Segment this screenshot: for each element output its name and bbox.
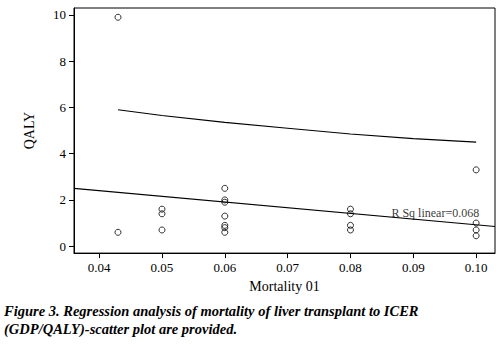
svg-text:0.04: 0.04 <box>88 260 111 275</box>
html-text:Figure 3. Regression analysis: Figure 3. Regression analysis of mortali… <box>4 303 419 337</box>
svg-text:0.09: 0.09 <box>402 260 425 275</box>
svg-text:0.05: 0.05 <box>151 260 174 275</box>
svg-text:R Sq linear=0.068: R Sq linear=0.068 <box>391 206 479 220</box>
svg-text:QALY: QALY <box>22 112 37 149</box>
svg-text:0.06: 0.06 <box>213 260 236 275</box>
svg-text:2: 2 <box>60 192 67 207</box>
svg-text:4: 4 <box>60 146 67 161</box>
svg-text:10: 10 <box>53 7 66 22</box>
svg-text:0.08: 0.08 <box>339 260 362 275</box>
svg-text:Mortality 01: Mortality 01 <box>249 279 319 294</box>
svg-text:0.07: 0.07 <box>276 260 299 275</box>
svg-text:0.10: 0.10 <box>465 260 488 275</box>
svg-text:8: 8 <box>60 54 67 69</box>
svg-text:0: 0 <box>60 239 67 254</box>
svg-text:6: 6 <box>60 100 67 115</box>
